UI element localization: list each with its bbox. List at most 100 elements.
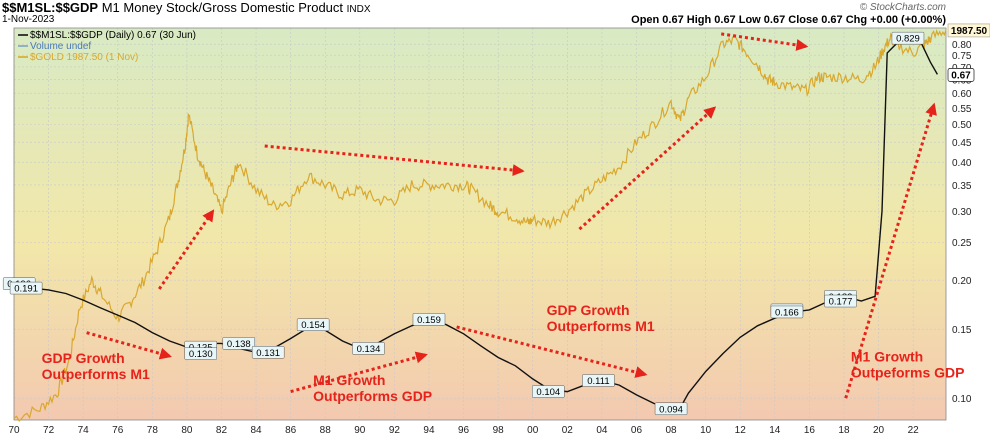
gold-series-line	[13, 28, 947, 422]
x-tick-label: 00	[527, 425, 539, 436]
annotation-text: M1 Growth Outpeforms GDP	[851, 349, 965, 381]
x-tick-label: 76	[112, 425, 124, 436]
value-label-box	[824, 294, 857, 308]
y-tick-label: 0.60	[952, 89, 972, 100]
trend-arrow	[720, 32, 809, 51]
x-tick-label: 90	[354, 425, 366, 436]
value-label-box	[532, 385, 565, 398]
y-tick-label: 0.20	[952, 276, 972, 287]
value-label: 0.138	[227, 339, 251, 350]
trend-arrow	[158, 209, 215, 290]
x-tick-label: 82	[216, 425, 228, 436]
x-tick-label: 12	[735, 425, 747, 436]
chart-ticker: $$M1SL:$$GDP	[2, 0, 99, 15]
chart-index: INDX	[346, 4, 371, 15]
gold-last-value-box	[947, 23, 990, 38]
m1-last-value: 0.67	[951, 70, 971, 81]
y-tick-label: 0.55	[952, 104, 972, 115]
value-label-box	[891, 31, 925, 45]
x-tick-label: 78	[147, 425, 159, 436]
value-label: 0.191	[14, 284, 38, 295]
value-label: 0.131	[256, 348, 280, 359]
y-tick-label: 0.40	[952, 158, 972, 169]
y-tick-label: 0.10	[952, 394, 972, 405]
chart-description: M1 Money Stock/Gross Domestic Product	[101, 0, 344, 15]
x-tick-label: 22	[908, 425, 920, 436]
x-tick-label: 02	[562, 425, 574, 436]
x-tick-label: 72	[43, 425, 55, 436]
trend-arrow	[86, 331, 172, 360]
value-label-box	[582, 374, 615, 387]
value-label: 0.134	[357, 344, 381, 355]
value-label-box	[251, 346, 285, 359]
legend-label-m1: $$M1SL:$$GDP (Daily) 0.67 (30 Jun)	[30, 30, 196, 41]
plot-frame	[13, 27, 947, 421]
value-label-box	[352, 342, 385, 355]
trend-arrow	[456, 325, 648, 378]
annotation-line: GDP Growth	[547, 302, 630, 318]
x-tick-label: 16	[804, 425, 816, 436]
value-label: 0.094	[659, 404, 683, 415]
annotation-text: M1 Growth Outperforms GDP	[313, 372, 432, 404]
x-tick-label: 18	[838, 425, 850, 436]
y-tick-label: 0.25	[952, 238, 972, 249]
x-tick-label: 94	[423, 425, 435, 436]
value-label: 0.829	[896, 34, 920, 45]
source-credit: © StockCharts.com	[859, 2, 946, 13]
value-label-box	[184, 347, 217, 360]
x-tick-label: 06	[631, 425, 643, 436]
value-label-box	[9, 281, 43, 295]
value-label: 0.166	[775, 307, 799, 318]
x-tick-label: 08	[666, 425, 678, 436]
y-tick-label: 0.50	[952, 120, 972, 131]
trend-arrow	[578, 106, 717, 231]
x-tick-label: 98	[493, 425, 505, 436]
annotation-text: GDP Growth Outperforms M1	[547, 302, 655, 334]
x-tick-label: 74	[78, 425, 90, 436]
annotation-line: Outperforms M1	[42, 366, 150, 382]
x-tick-label: 84	[251, 425, 263, 436]
trend-arrow	[290, 351, 428, 394]
annotation-line: Outpeforms GDP	[851, 365, 965, 381]
x-tick-label: 04	[596, 425, 608, 436]
trend-arrow	[264, 144, 525, 177]
x-tick-label: 86	[285, 425, 297, 436]
y-tick-label: 0.80	[952, 40, 972, 51]
legend-label-gold: $GOLD 1987.50 (1 Nov)	[30, 52, 138, 63]
annotation-line: M1 Growth	[313, 372, 385, 388]
y-tick-label: 0.30	[952, 207, 972, 218]
annotation-line: GDP Growth	[42, 350, 125, 366]
x-tick-label: 96	[458, 425, 470, 436]
m1-last-value-box	[947, 68, 975, 82]
x-tick-label: 88	[320, 425, 332, 436]
legend-label-volume: Volume undef	[30, 41, 91, 52]
chart-date: 1-Nov-2023	[2, 14, 55, 25]
value-label-box	[222, 337, 256, 350]
y-tick-label: 0.35	[952, 181, 972, 192]
value-label: 0.154	[301, 320, 325, 331]
x-tick-label: 70	[8, 425, 20, 436]
x-tick-label: 20	[873, 425, 885, 436]
x-tick-label: 80	[181, 425, 193, 436]
annotation-text: GDP Growth Outperforms M1	[42, 350, 150, 382]
x-tick-label: 14	[769, 425, 781, 436]
value-label-box	[654, 402, 688, 416]
value-label: 0.111	[587, 376, 609, 387]
gold-last-value: 1987.50	[951, 26, 988, 37]
y-tick-label: 0.15	[952, 325, 972, 336]
value-label-box	[770, 305, 804, 319]
value-label: 0.104	[536, 387, 560, 398]
ohlc-readout: Open 0.67 High 0.67 Low 0.67 Close 0.67 …	[631, 14, 946, 26]
value-label-box	[412, 313, 446, 326]
y-tick-label: 0.75	[952, 51, 972, 62]
annotation-line: M1 Growth	[851, 349, 923, 365]
value-label-box	[296, 318, 330, 331]
annotation-line: Outperforms GDP	[313, 388, 432, 404]
value-label: 0.177	[829, 297, 853, 308]
x-tick-label: 92	[389, 425, 401, 436]
annotation-line: Outperforms M1	[547, 318, 655, 334]
chart-title: $$M1SL:$$GDP M1 Money Stock/Gross Domest…	[2, 0, 371, 15]
y-tick-label: 0.45	[952, 138, 972, 149]
value-label: 0.159	[417, 315, 441, 326]
